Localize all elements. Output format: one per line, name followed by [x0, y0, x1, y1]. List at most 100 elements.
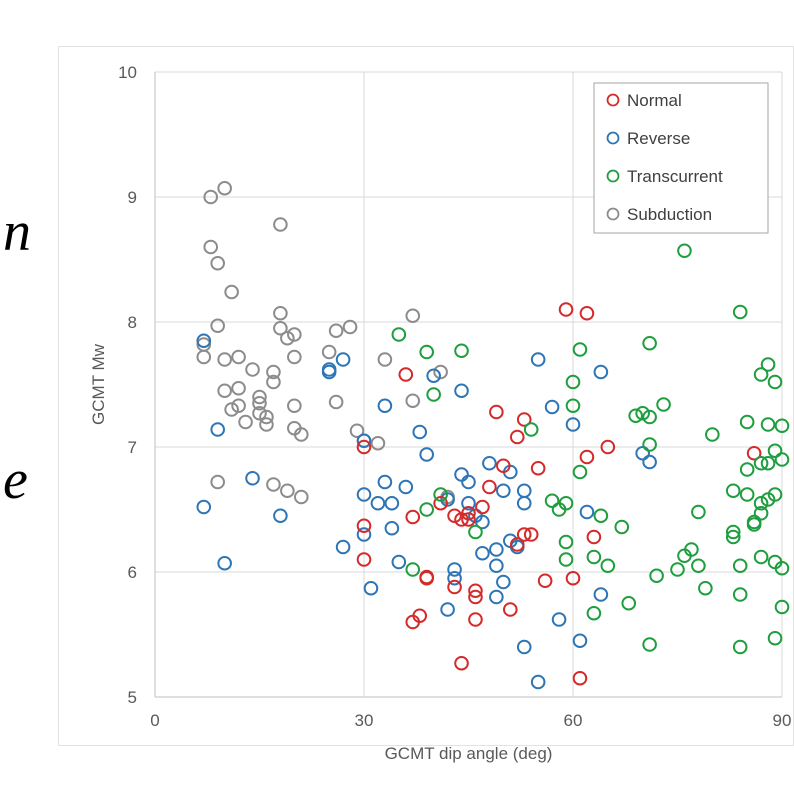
points	[196, 180, 790, 690]
data-point	[349, 423, 365, 439]
data-point	[433, 364, 448, 380]
data-point	[210, 318, 225, 334]
series-transcurrent	[391, 243, 790, 655]
data-point	[642, 637, 657, 652]
data-point	[753, 367, 769, 382]
data-point	[405, 393, 421, 409]
data-point	[489, 589, 504, 605]
legend-item: Transcurrent	[606, 167, 723, 186]
data-point	[419, 344, 435, 360]
data-point	[482, 455, 497, 471]
data-point	[273, 320, 288, 336]
data-point	[294, 427, 309, 442]
data-point	[516, 639, 532, 655]
data-point	[224, 284, 239, 300]
data-point	[468, 589, 483, 605]
data-point	[691, 504, 706, 520]
data-point	[558, 495, 574, 511]
data-point	[565, 374, 581, 390]
legend-marker-icon	[606, 93, 620, 107]
data-point	[447, 579, 462, 595]
y-tick-label: 9	[128, 188, 137, 207]
x-tick-label: 0	[150, 711, 159, 730]
data-point	[447, 508, 462, 524]
data-point	[530, 460, 546, 476]
data-point	[405, 509, 421, 525]
data-point	[454, 383, 469, 399]
data-point	[356, 518, 372, 534]
legend-marker-icon	[606, 131, 620, 145]
data-point	[767, 374, 783, 390]
data-point	[461, 474, 476, 490]
legend-label: Normal	[627, 91, 682, 110]
data-point	[461, 512, 476, 527]
data-point	[732, 587, 748, 602]
data-point	[614, 519, 630, 535]
data-point	[656, 397, 671, 412]
data-point	[321, 364, 337, 380]
data-point	[356, 439, 372, 455]
data-point	[642, 335, 657, 351]
data-point	[489, 558, 504, 574]
y-axis-title: GCMT Mw	[89, 343, 108, 425]
data-point	[649, 568, 664, 584]
data-point	[210, 255, 225, 271]
data-point	[468, 524, 483, 540]
data-point	[586, 605, 602, 621]
data-point	[447, 570, 462, 586]
data-point	[516, 495, 532, 511]
data-point	[746, 445, 762, 461]
fragment-letter-bottom: e	[3, 449, 28, 511]
data-point	[670, 562, 685, 577]
x-tick-label: 90	[773, 711, 792, 730]
data-point	[579, 504, 595, 520]
data-point	[426, 387, 441, 402]
data-point	[558, 534, 574, 550]
data-point	[454, 343, 469, 359]
data-point	[642, 437, 657, 452]
data-point	[252, 389, 267, 405]
data-point	[273, 217, 288, 232]
data-point	[266, 477, 281, 492]
data-point	[335, 539, 351, 555]
x-axis-title: GCMT dip angle (deg)	[385, 744, 553, 763]
data-point	[572, 464, 588, 480]
data-point	[684, 542, 699, 557]
data-point	[530, 352, 546, 367]
data-point	[760, 417, 776, 432]
data-point	[509, 537, 525, 552]
data-point	[558, 302, 574, 317]
data-point	[558, 552, 574, 567]
legend-item: Normal	[606, 91, 682, 110]
data-point	[489, 542, 504, 557]
data-point	[287, 327, 302, 342]
y-tick-label: 10	[118, 63, 137, 82]
data-point	[259, 417, 274, 432]
data-point	[245, 362, 260, 377]
data-point	[475, 545, 490, 561]
data-point	[454, 655, 469, 671]
data-point	[565, 398, 581, 414]
data-point	[419, 502, 435, 517]
data-point	[391, 327, 407, 342]
y-tick-label: 6	[128, 563, 137, 582]
data-point	[593, 364, 609, 380]
data-point	[433, 495, 448, 511]
legend-marker-icon	[606, 207, 620, 221]
tick-labels: 5 6 7 8 9 10 0 30 60 90	[118, 63, 791, 730]
data-point	[238, 414, 253, 430]
data-point	[509, 429, 525, 445]
data-point	[217, 383, 232, 399]
data-point	[356, 552, 372, 567]
y-tick-label: 7	[128, 438, 137, 457]
data-point	[287, 349, 302, 365]
data-point	[440, 602, 455, 617]
data-point	[287, 398, 302, 414]
data-point	[551, 612, 567, 627]
data-point	[698, 580, 713, 596]
data-point	[586, 549, 602, 565]
data-point	[342, 319, 358, 335]
data-point	[398, 479, 414, 495]
data-point	[739, 462, 755, 477]
legend-box	[593, 82, 769, 234]
